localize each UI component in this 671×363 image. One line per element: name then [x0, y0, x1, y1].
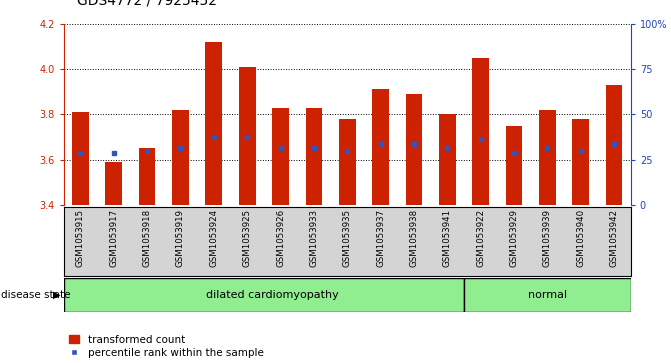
Bar [239, 67, 256, 205]
Text: GSM1053939: GSM1053939 [543, 209, 552, 267]
Bar [172, 110, 189, 205]
Text: GDS4772 / 7925452: GDS4772 / 7925452 [77, 0, 217, 7]
Text: GSM1053925: GSM1053925 [243, 209, 252, 267]
Bar [472, 58, 489, 205]
Text: GSM1053917: GSM1053917 [109, 209, 118, 267]
Bar [139, 148, 156, 205]
Bar [439, 114, 456, 205]
Bar [105, 162, 122, 205]
Text: GSM1053919: GSM1053919 [176, 209, 185, 267]
Bar [506, 126, 522, 205]
Legend: transformed count, percentile rank within the sample: transformed count, percentile rank withi… [69, 335, 264, 358]
Text: GSM1053937: GSM1053937 [376, 209, 385, 267]
Text: GSM1053933: GSM1053933 [309, 209, 319, 267]
Bar [339, 119, 356, 205]
Text: GSM1053926: GSM1053926 [276, 209, 285, 267]
Text: disease state: disease state [1, 290, 70, 300]
Text: GSM1053935: GSM1053935 [343, 209, 352, 267]
Text: ▶: ▶ [53, 290, 60, 300]
Text: GSM1053924: GSM1053924 [209, 209, 218, 267]
Bar [272, 107, 289, 205]
Bar [539, 110, 556, 205]
Bar [305, 107, 322, 205]
Text: GSM1053929: GSM1053929 [509, 209, 519, 267]
Bar [372, 89, 389, 205]
Text: GSM1053938: GSM1053938 [409, 209, 419, 267]
Text: normal: normal [528, 290, 567, 300]
Text: GSM1053918: GSM1053918 [143, 209, 152, 267]
Text: GSM1053915: GSM1053915 [76, 209, 85, 267]
Bar [572, 119, 589, 205]
Bar [64, 278, 464, 312]
Bar [72, 112, 89, 205]
Text: dilated cardiomyopathy: dilated cardiomyopathy [206, 290, 339, 300]
Bar [205, 42, 222, 205]
Bar [405, 94, 422, 205]
Text: GSM1053922: GSM1053922 [476, 209, 485, 267]
Text: GSM1053940: GSM1053940 [576, 209, 585, 267]
Text: GSM1053941: GSM1053941 [443, 209, 452, 267]
Text: GSM1053942: GSM1053942 [609, 209, 619, 267]
Bar [606, 85, 623, 205]
Bar [464, 278, 631, 312]
